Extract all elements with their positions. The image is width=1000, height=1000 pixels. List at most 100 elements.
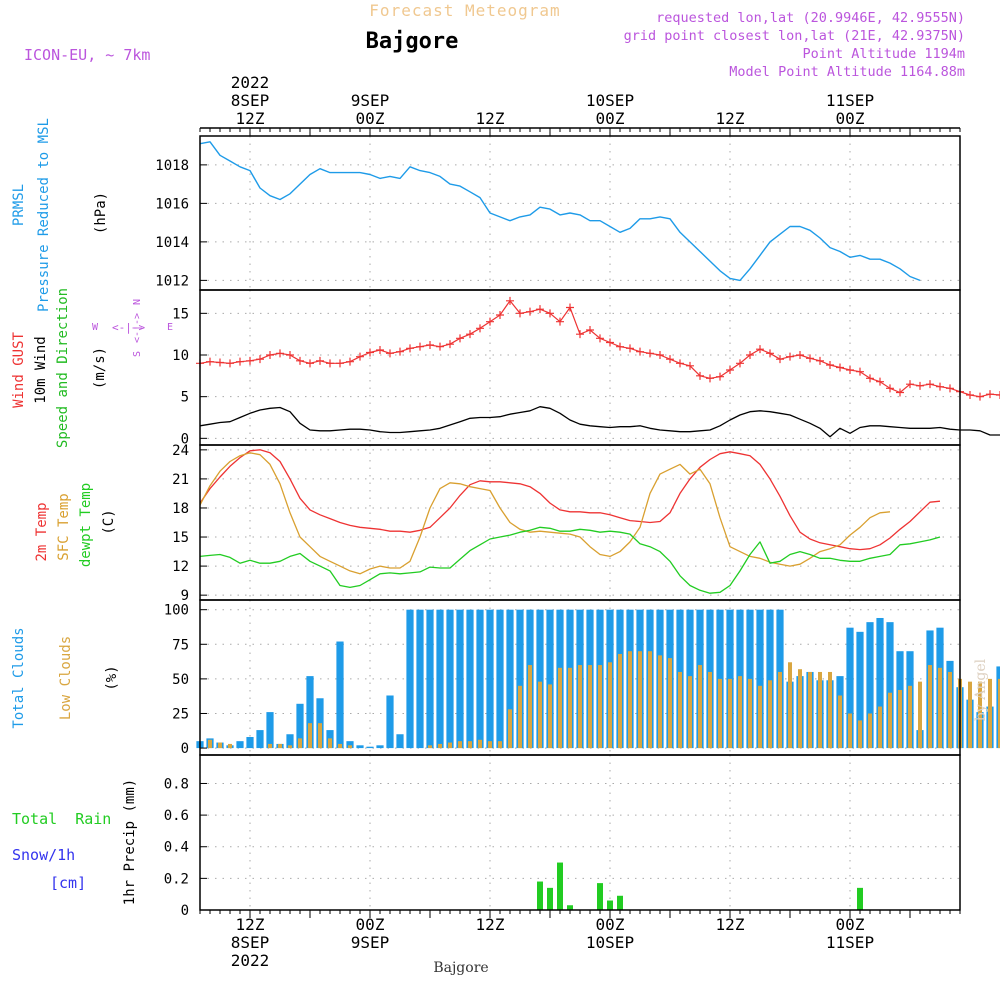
low-clouds-bar [928, 665, 932, 749]
watermark: by Angel [973, 658, 989, 721]
pressure-label-desc: Pressure Reduced to MSL [36, 118, 52, 312]
bottom-time-label: 2022 [231, 951, 270, 970]
wind-gust-point [756, 345, 764, 354]
top-time-label: 00Z [356, 109, 385, 128]
low-clouds-bar [918, 681, 922, 749]
rain-bar [597, 883, 603, 910]
wind-gust-point [656, 351, 664, 359]
wind-gust-point [826, 361, 834, 369]
top-time-label: 12Z [236, 109, 265, 128]
wind-gust-point [796, 351, 804, 359]
wind-gust-point [256, 355, 264, 364]
wind-gust-point [776, 355, 784, 364]
wind-gust-point [286, 351, 294, 359]
top-time-label: 00Z [836, 109, 865, 128]
top-time-label: 12Z [476, 109, 505, 128]
low-clouds-bar [908, 685, 912, 749]
location-title: Bajgore [366, 29, 459, 54]
wind-gust-point [906, 380, 914, 389]
low-clouds-bar [538, 681, 542, 749]
wind-gust-point [936, 382, 944, 391]
rain-bar [567, 905, 573, 910]
temperature-ytick-label: 12 [172, 559, 189, 575]
wind-gust-point [426, 341, 434, 349]
wind-gust-point [316, 356, 324, 365]
wind-gust-point [306, 359, 314, 368]
total-clouds-bar [406, 609, 414, 749]
pressure-unit: (hPa) [93, 192, 109, 234]
low-clouds-bar [818, 671, 822, 749]
wind-gust-point [276, 349, 284, 358]
wind-gust-point [226, 359, 234, 368]
wind-gust-point [926, 380, 934, 389]
low-clouds-bar [698, 665, 702, 749]
low-clouds-bar [298, 738, 302, 749]
total-clouds-bar [456, 609, 464, 749]
total-clouds-bar [516, 609, 524, 749]
low-clouds-bar [718, 678, 722, 749]
wind-gust-point [546, 309, 554, 318]
wind-gust-point [736, 359, 744, 368]
wind-gust-point [606, 338, 614, 347]
wind-gust-point [646, 349, 654, 358]
total-clouds-bar [766, 609, 774, 749]
rain-bar [537, 881, 543, 910]
precip-label: 1hr Precip (mm) [122, 779, 138, 905]
low-clouds-bar [968, 681, 972, 749]
total-clouds-bar [236, 741, 244, 749]
top-time-label: 2022 [231, 73, 270, 92]
low-clouds-bar [788, 662, 792, 749]
wind-compass: W E <-|-> N S <-|-> [92, 299, 173, 357]
total-clouds-bar [266, 712, 274, 749]
low-clouds-bar [548, 684, 552, 749]
point-altitude: Point Altitude 1194m [802, 46, 965, 62]
low-clouds-bar [708, 671, 712, 749]
clouds-ytick-label: 25 [172, 706, 189, 722]
total-clouds-bar [336, 641, 344, 749]
wind-ytick-label: 5 [181, 390, 189, 406]
total-clouds-bar [546, 609, 554, 749]
dewpt-line [199, 526, 941, 594]
compass-vertical-arrow: <-|-> [132, 313, 143, 343]
low-clouds-bar [978, 681, 982, 749]
precipitation-ytick-label: 0.4 [164, 840, 189, 856]
wind-gust-point [386, 349, 394, 358]
low-clouds-bar [428, 745, 432, 749]
temp2m-line [199, 449, 941, 551]
model-altitude: Model Point Altitude 1164.88m [729, 64, 965, 80]
wind-ytick-label: 0 [181, 431, 189, 447]
total-clouds-bar [866, 622, 874, 749]
wind-gust-point [266, 351, 274, 359]
precipitation-panel-frame [199, 754, 961, 911]
low-clouds-bar [998, 678, 1000, 749]
low-clouds-bar [588, 665, 592, 749]
wind-gust-point [976, 392, 984, 401]
compass-s: S [132, 351, 143, 357]
low-clouds-bar [488, 741, 492, 749]
low-clouds-bar [528, 665, 532, 749]
total-clouds-bar [306, 676, 314, 749]
pressure-ytick-label: 1018 [155, 158, 189, 174]
total-clouds-bar [846, 627, 854, 749]
low-clouds-bar [558, 667, 562, 749]
temp2m-label: 2m Temp [34, 502, 50, 561]
requested-coords: requested lon,lat (20.9946E, 42.9555N) [656, 10, 965, 26]
temperature-ytick-label: 24 [172, 443, 189, 459]
pressure-label-prmsl: PRMSL [11, 184, 27, 226]
chart-title: Forecast Meteogram [369, 1, 560, 20]
low-clouds-bar [758, 685, 762, 749]
wind-gust-point [896, 388, 904, 397]
wind-gust-point [296, 356, 304, 365]
rain-bar [617, 895, 623, 910]
rain-bar [547, 887, 553, 910]
wind-gust-point [466, 330, 474, 339]
wind-gust-point [476, 324, 484, 333]
model-label: ICON-EU, ~ 7km [24, 46, 150, 64]
bottom-time-label: 12Z [716, 915, 745, 934]
wind-gust-point [866, 374, 874, 383]
low-clouds-bar [598, 665, 602, 749]
rain-bar [857, 887, 863, 910]
wind-gust-point [406, 344, 414, 353]
low-clouds-bar [348, 745, 352, 749]
